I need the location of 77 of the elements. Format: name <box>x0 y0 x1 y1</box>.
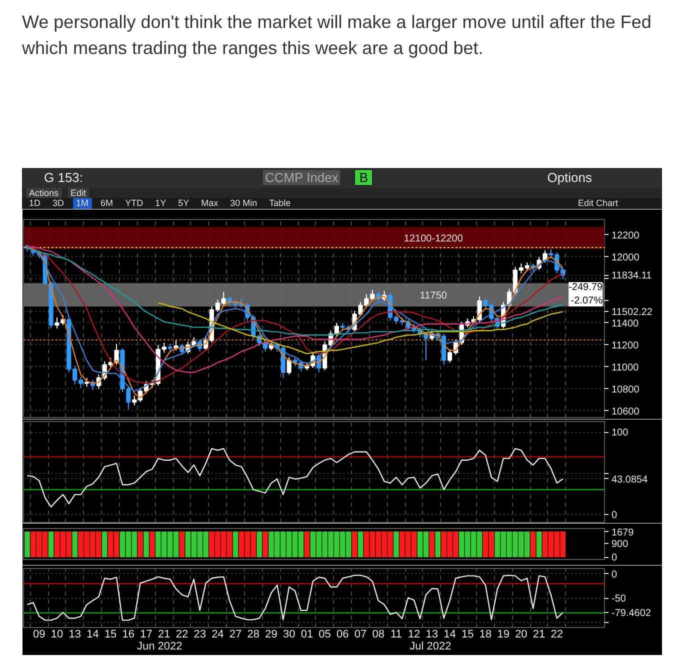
text: 30 Min <box>229 198 258 209</box>
x-tick-label: 17 <box>140 628 152 640</box>
x-tick-label: 14 <box>444 628 456 640</box>
y-tick-label: 1679 <box>612 527 634 538</box>
x-tick-label: 23 <box>194 628 206 640</box>
text: YTD <box>124 198 144 209</box>
text: G 153: <box>43 168 84 187</box>
x-tick-label: 08 <box>372 628 384 640</box>
y-tick-label: 11502.22 <box>612 307 653 318</box>
x-tick-label: 06 <box>336 628 349 640</box>
y-tick-label: 10600 <box>612 406 640 418</box>
x-tick-label: 13 <box>426 628 438 640</box>
text: Jun 2022 <box>137 640 182 652</box>
x-tick-label: 10 <box>50 628 64 640</box>
text: 3D <box>52 198 66 209</box>
text: 6M <box>100 198 114 209</box>
x-tick-label: 11 <box>390 628 402 640</box>
x-tick-label: 24 <box>212 628 224 640</box>
x-tick-label: 09 <box>33 628 46 640</box>
text: Actions <box>26 188 62 198</box>
x-tick-label: 22 <box>550 628 564 640</box>
text: B <box>354 168 374 186</box>
text: Edit <box>68 188 90 198</box>
y-tick-label: 0 <box>612 552 618 564</box>
y-tick-label: 43.0854 <box>612 474 648 486</box>
y-tick-label: 10800 <box>612 384 640 396</box>
y-tick-label: 100 <box>612 428 629 439</box>
y-tick-label: 900 <box>612 539 629 550</box>
text: 5Y <box>177 198 190 209</box>
y-tick-label: 11834.11 <box>612 270 652 282</box>
x-tick-label: 12 <box>408 628 420 640</box>
y-tick-label: 11000 <box>612 362 640 374</box>
text: Table <box>268 198 292 209</box>
x-tick-label: 16 <box>122 628 135 640</box>
band-label: 11750 <box>420 290 448 302</box>
x-tick-label: 21 <box>158 628 170 640</box>
text: -249.79 -2.07% <box>568 282 603 306</box>
text: 1Y <box>154 198 168 209</box>
candlestick <box>114 343 119 366</box>
text: Edit Chart <box>578 198 618 208</box>
x-tick-label: 27 <box>229 628 242 640</box>
x-tick-label: 22 <box>176 628 188 640</box>
x-tick-label: 14 <box>86 628 99 640</box>
y-tick-label: 0 <box>612 569 618 580</box>
x-tick-label: 01 <box>300 628 314 640</box>
y-tick-label: 11200 <box>612 340 640 352</box>
text: We personally don't think the market will make a larger move until after the Fed which means trading the ranges this week are a good bet. <box>22 11 652 60</box>
line-series <box>26 574 564 621</box>
text: Jul 2022 <box>410 640 452 652</box>
y-tick-label: -79.4602 <box>612 608 652 620</box>
x-tick-label: 19 <box>497 628 510 640</box>
x-tick-label: 13 <box>68 628 81 640</box>
candlestick <box>334 322 339 337</box>
x-tick-label: 15 <box>462 628 474 640</box>
line-series <box>26 448 564 508</box>
x-tick-label: 07 <box>354 628 367 640</box>
candlestick <box>286 356 292 376</box>
text: Max <box>200 198 220 209</box>
y-tick-label: 12200 <box>612 230 640 242</box>
x-tick-label: 05 <box>318 628 331 640</box>
y-tick-label: 12000 <box>612 252 640 264</box>
text: CCMP Index <box>262 170 340 185</box>
x-tick-label: 18 <box>479 628 492 640</box>
y-tick-label: -50 <box>612 594 626 605</box>
text: Options <box>547 170 592 185</box>
y-tick-label: 0 <box>612 510 618 521</box>
text: 1D <box>28 198 42 209</box>
x-tick-label: 29 <box>265 628 278 640</box>
y-tick-label: 11400 <box>612 318 640 330</box>
line-series <box>158 302 564 354</box>
x-tick-label: 28 <box>247 628 260 640</box>
x-tick-label: 15 <box>104 628 117 640</box>
text: 1M <box>73 198 92 209</box>
x-tick-label: 21 <box>532 628 546 640</box>
x-tick-label: 30 <box>282 628 296 640</box>
band-label: 12100-12200 <box>404 233 464 244</box>
x-tick-label: 20 <box>515 628 528 640</box>
